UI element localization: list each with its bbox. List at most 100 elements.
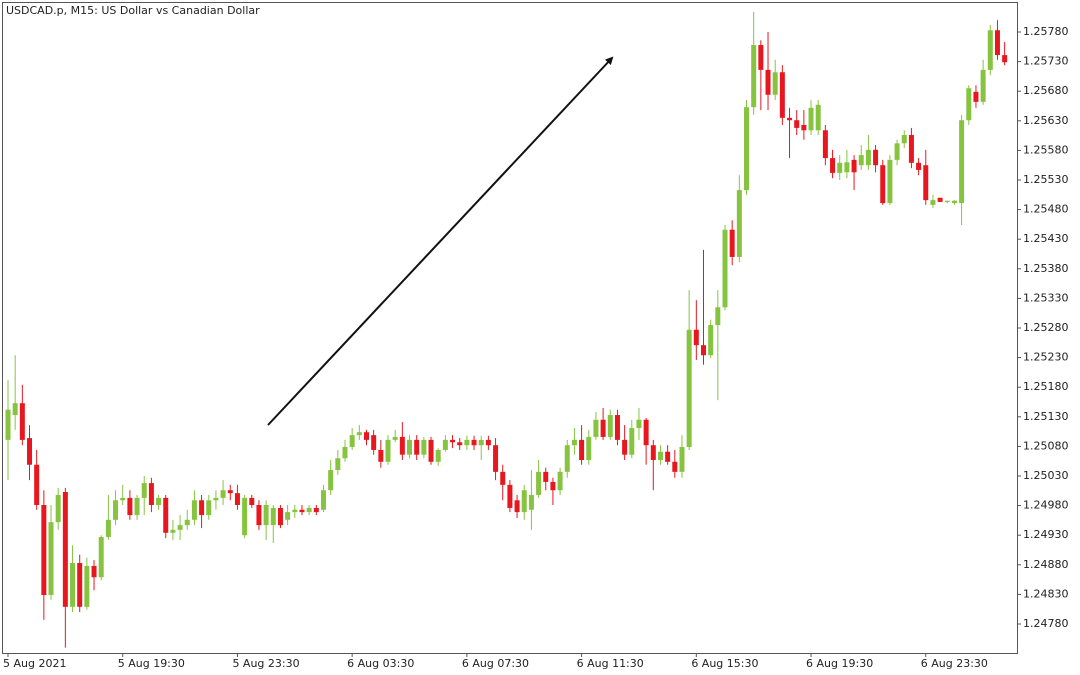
candle-body bbox=[636, 419, 642, 429]
candle-body bbox=[471, 439, 477, 446]
candle-body bbox=[364, 432, 369, 440]
candle-body bbox=[758, 45, 764, 70]
candle-body bbox=[521, 490, 527, 513]
candle-body bbox=[557, 471, 563, 491]
candle-body bbox=[170, 529, 176, 533]
candle-body bbox=[485, 439, 491, 446]
candle-body bbox=[564, 445, 570, 472]
candle-body bbox=[70, 563, 76, 607]
candle-body bbox=[894, 143, 900, 160]
candle-body bbox=[62, 491, 68, 607]
y-tick-label: 1.25030 bbox=[1023, 469, 1069, 482]
candle-body bbox=[708, 325, 714, 356]
candle-body bbox=[450, 439, 456, 443]
candle-body bbox=[815, 104, 821, 131]
candle-body bbox=[98, 536, 104, 578]
candle-body bbox=[643, 419, 649, 446]
candle-body bbox=[292, 509, 298, 513]
candle-body bbox=[779, 72, 785, 118]
candle-body bbox=[822, 130, 828, 159]
candle-body bbox=[41, 505, 47, 595]
candle-body bbox=[543, 471, 549, 482]
candle-body bbox=[901, 135, 907, 144]
candle-body bbox=[141, 483, 147, 498]
candle-body bbox=[191, 500, 197, 520]
candle-body bbox=[614, 415, 620, 440]
candle-body bbox=[48, 522, 54, 595]
candle-body bbox=[199, 500, 205, 516]
candle-body bbox=[428, 439, 434, 462]
candle-body bbox=[873, 149, 879, 166]
chart-title: USDCAD.p, M15: US Dollar vs Canadian Dol… bbox=[6, 4, 260, 17]
candle-body bbox=[177, 525, 183, 530]
candle-body bbox=[113, 500, 119, 520]
candle-body bbox=[234, 493, 240, 506]
candle-body bbox=[249, 497, 255, 506]
candle-body bbox=[399, 436, 405, 455]
candle-body bbox=[729, 229, 735, 257]
candle-body bbox=[91, 565, 97, 578]
candle-body bbox=[227, 490, 233, 494]
candle-body bbox=[987, 30, 993, 70]
candle-body bbox=[507, 484, 513, 508]
y-tick-label: 1.25730 bbox=[1023, 55, 1069, 68]
candle-body bbox=[593, 419, 599, 437]
y-tick-label: 1.25430 bbox=[1023, 232, 1069, 245]
x-tick-label: 6 Aug 03:30 bbox=[347, 657, 414, 670]
candle-body bbox=[184, 519, 190, 526]
candle-body bbox=[478, 439, 484, 446]
candle-body bbox=[435, 449, 441, 462]
candle-body bbox=[421, 439, 427, 455]
candle-body bbox=[342, 446, 348, 459]
y-tick-label: 1.25330 bbox=[1023, 291, 1069, 304]
candle-body bbox=[794, 120, 800, 128]
candle-body bbox=[744, 107, 750, 191]
candle-body bbox=[944, 200, 950, 202]
candle-body bbox=[693, 329, 699, 346]
candle-body bbox=[320, 490, 326, 510]
candle-body bbox=[830, 158, 836, 173]
candle-body bbox=[378, 449, 384, 462]
candle-body bbox=[579, 439, 585, 461]
y-tick-label: 1.24980 bbox=[1023, 499, 1069, 512]
candle-body bbox=[148, 483, 154, 506]
x-tick-label: 5 Aug 19:30 bbox=[118, 657, 185, 670]
y-tick-label: 1.25580 bbox=[1023, 143, 1069, 156]
candle-body bbox=[657, 451, 663, 461]
candle-body bbox=[19, 403, 25, 440]
plot-frame bbox=[2, 2, 1018, 654]
candle-body bbox=[134, 497, 140, 516]
candle-body bbox=[600, 419, 606, 437]
candle-body bbox=[77, 563, 83, 607]
candle-body bbox=[277, 507, 283, 526]
candle-body bbox=[385, 439, 391, 462]
y-tick-label: 1.25380 bbox=[1023, 262, 1069, 275]
candle-body bbox=[586, 436, 592, 461]
candle-body bbox=[908, 135, 914, 163]
candle-body bbox=[571, 439, 577, 446]
y-tick-label: 1.25230 bbox=[1023, 351, 1069, 364]
candle-body bbox=[156, 497, 162, 506]
candle-body bbox=[808, 107, 814, 131]
candle-body bbox=[736, 190, 742, 257]
candle-body bbox=[865, 149, 871, 166]
candle-body bbox=[84, 565, 90, 607]
candle-body bbox=[629, 428, 635, 455]
candle-body bbox=[550, 481, 556, 491]
y-tick-label: 1.25180 bbox=[1023, 380, 1069, 393]
candle-body bbox=[335, 458, 341, 471]
y-tick-label: 1.25080 bbox=[1023, 439, 1069, 452]
candle-body bbox=[414, 439, 420, 455]
candle-body bbox=[407, 439, 413, 455]
candle-body bbox=[751, 45, 757, 108]
candle-body bbox=[328, 470, 334, 491]
y-tick-label: 1.25780 bbox=[1023, 25, 1069, 38]
candle-body bbox=[851, 159, 857, 173]
candle-body bbox=[844, 162, 850, 173]
candle-body bbox=[887, 159, 893, 204]
candle-body bbox=[665, 451, 671, 462]
x-tick-label: 6 Aug 15:30 bbox=[691, 657, 758, 670]
y-tick-label: 1.24930 bbox=[1023, 528, 1069, 541]
candle-body bbox=[285, 512, 291, 520]
